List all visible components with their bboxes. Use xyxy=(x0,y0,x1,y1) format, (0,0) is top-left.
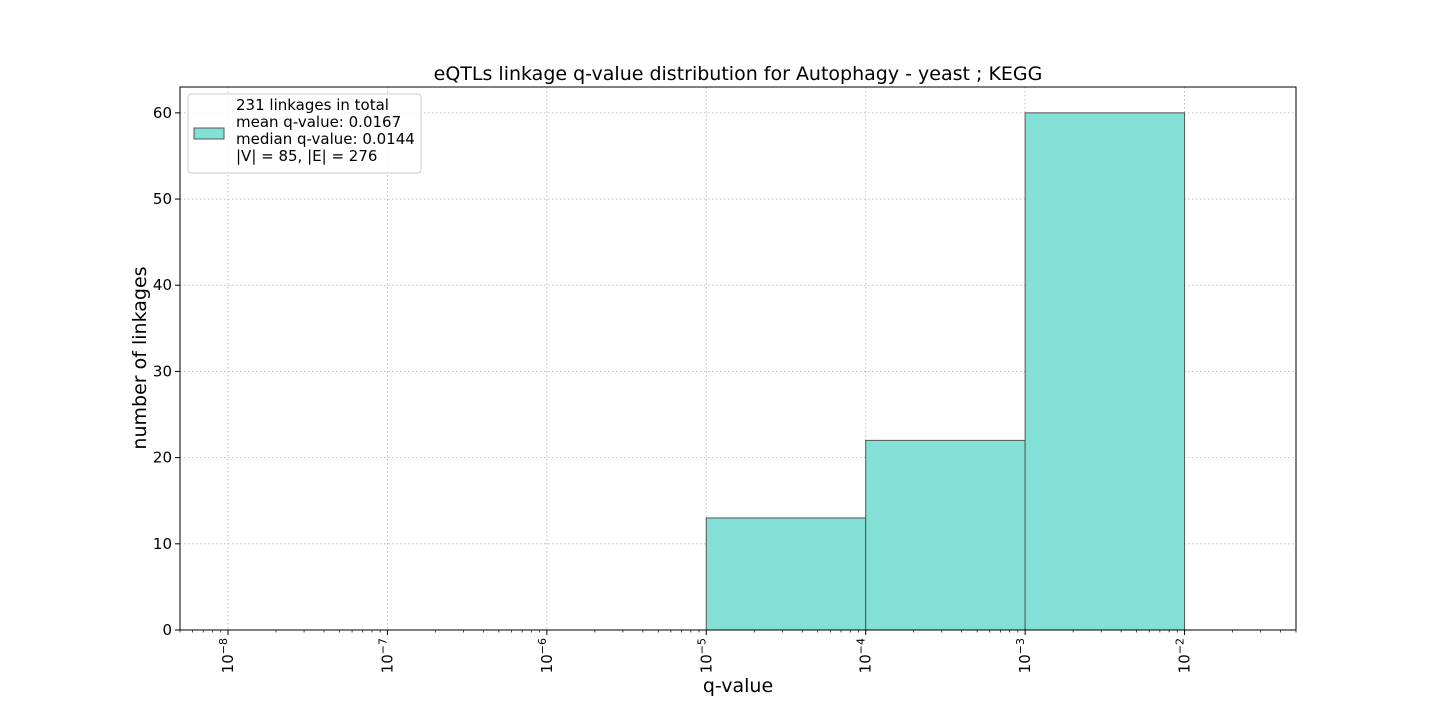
x-tick-label-base: 10 xyxy=(857,654,875,673)
x-axis-label: q-value xyxy=(703,675,773,697)
x-tick-label-exponent: −8 xyxy=(217,638,230,654)
histogram-bar xyxy=(865,439,1026,631)
x-tick-label-base: 10 xyxy=(538,654,556,673)
plot-frame xyxy=(179,86,1297,631)
x-tick-label-exponent: −5 xyxy=(695,638,708,654)
legend-line-mean: mean q-value: 0.0167 xyxy=(236,113,401,131)
legend-line-median: median q-value: 0.0144 xyxy=(236,130,415,148)
legend-line-graph-size: |V| = 85, |E| = 276 xyxy=(236,147,377,165)
x-tick-label: 10−8 xyxy=(217,638,237,673)
x-tick-label-exponent: −4 xyxy=(855,638,868,654)
x-tick-label: 10−7 xyxy=(376,638,396,673)
legend-box xyxy=(187,93,422,174)
legend-line-total: 231 linkages in total xyxy=(236,96,389,114)
x-tick-label-exponent: −6 xyxy=(536,638,549,654)
x-tick-label-exponent: −7 xyxy=(376,638,389,654)
legend: 231 linkages in total mean q-value: 0.01… xyxy=(187,93,422,174)
x-tick-label-base: 10 xyxy=(697,654,715,673)
svg-text:10−3: 10−3 xyxy=(1014,638,1034,673)
x-tick-label: 10−4 xyxy=(855,638,875,673)
svg-text:10−6: 10−6 xyxy=(536,638,556,673)
x-tick-label: 10−2 xyxy=(1174,638,1194,673)
chart-title: eQTLs linkage q-value distribution for A… xyxy=(434,63,1043,85)
x-tick-label-base: 10 xyxy=(378,654,396,673)
legend-swatch xyxy=(193,127,225,140)
y-tick-label: 30 xyxy=(153,362,172,380)
histogram-bar xyxy=(705,517,867,631)
svg-text:10−5: 10−5 xyxy=(695,638,715,673)
x-axis-ticks: 10−810−710−610−510−410−310−2 xyxy=(217,630,1194,673)
svg-text:10−7: 10−7 xyxy=(376,638,396,673)
x-tick-label: 10−3 xyxy=(1014,638,1034,673)
x-tick-label-base: 10 xyxy=(1176,654,1194,673)
y-tick-label: 10 xyxy=(153,535,172,553)
y-tick-label: 20 xyxy=(153,449,172,467)
histogram-bar xyxy=(1024,112,1186,631)
y-axis-ticks: 0 10 20 30 40 50 60 xyxy=(153,104,180,639)
svg-text:10−2: 10−2 xyxy=(1174,638,1194,673)
x-tick-label-base: 10 xyxy=(1016,654,1034,673)
x-tick-label: 10−6 xyxy=(536,638,556,673)
x-tick-label-exponent: −3 xyxy=(1014,638,1027,654)
y-tick-label: 60 xyxy=(153,104,172,122)
y-tick-label: 0 xyxy=(162,621,172,639)
svg-text:10−4: 10−4 xyxy=(855,638,875,673)
y-axis-label: number of linkages xyxy=(129,266,151,449)
y-tick-label: 40 xyxy=(153,276,172,294)
minor-ticks xyxy=(179,630,1297,633)
x-tick-label-base: 10 xyxy=(219,654,237,673)
x-tick-label-exponent: −2 xyxy=(1174,638,1187,654)
bars xyxy=(705,112,1186,631)
x-tick-label: 10−5 xyxy=(695,638,715,673)
svg-text:10−8: 10−8 xyxy=(217,638,237,673)
y-tick-label: 50 xyxy=(153,190,172,208)
